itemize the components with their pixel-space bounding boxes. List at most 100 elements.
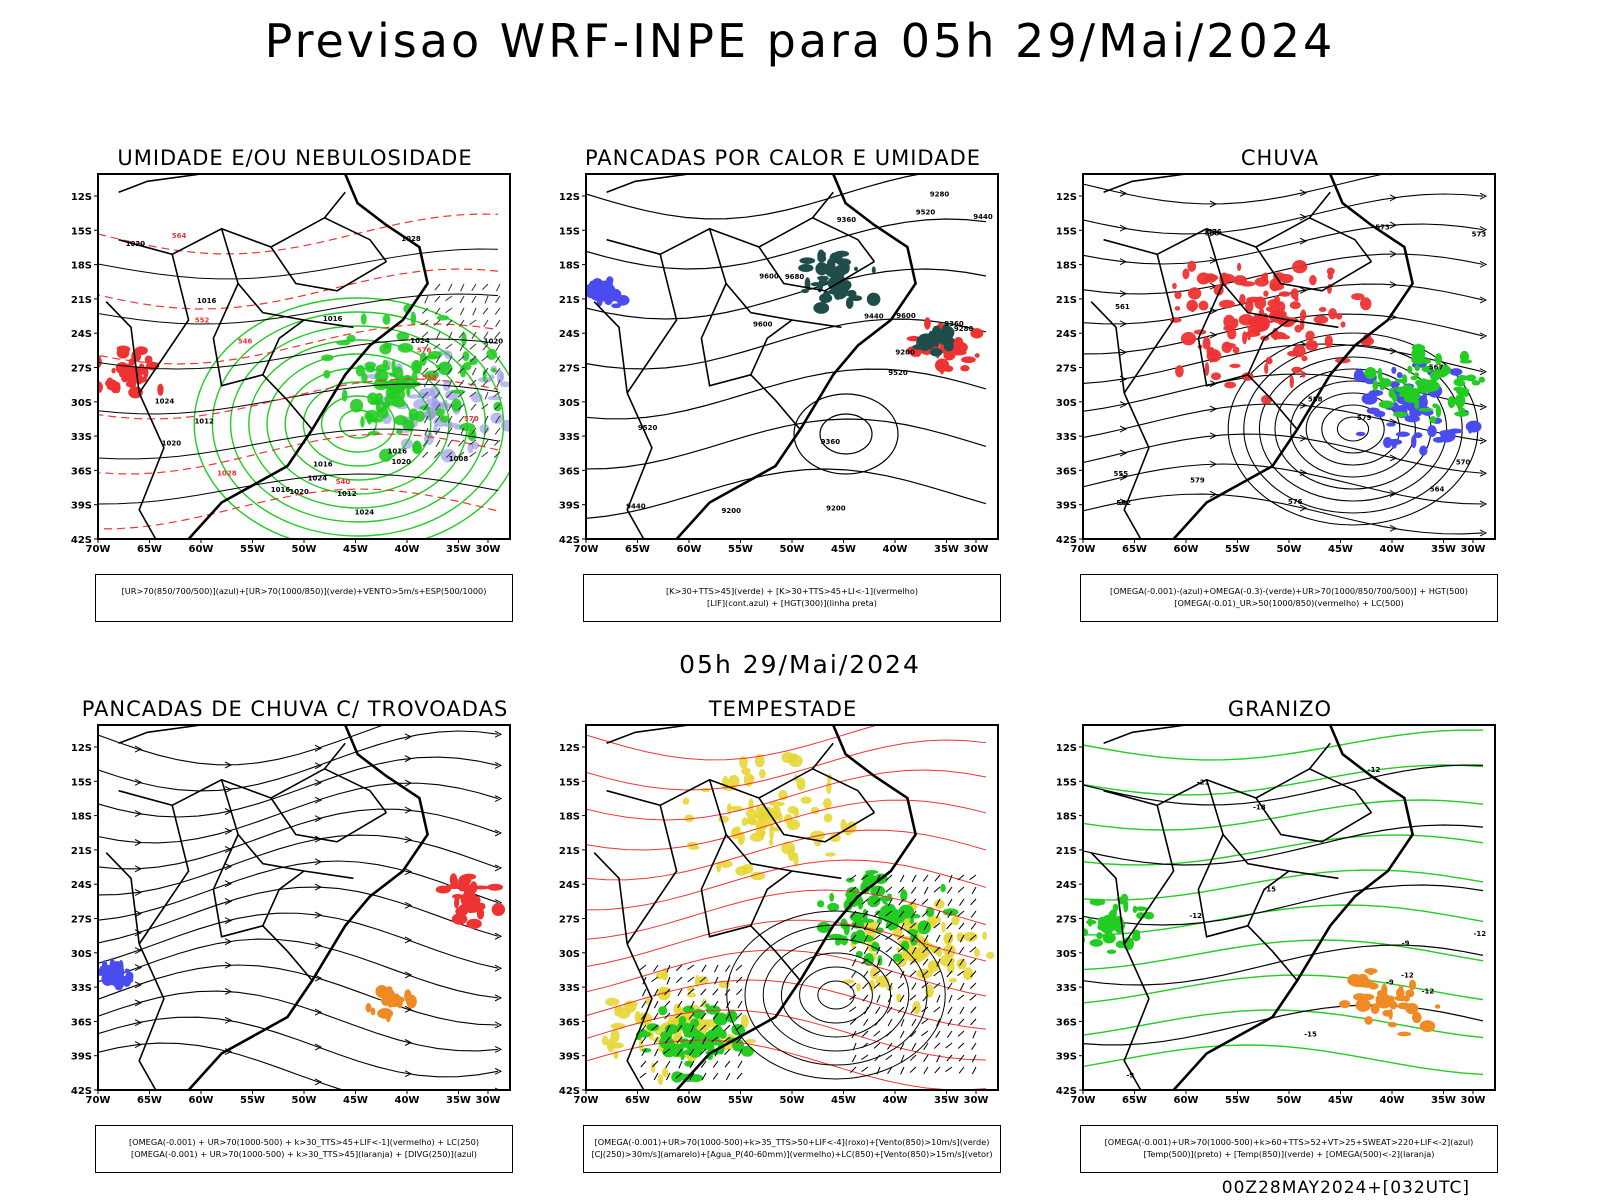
field-patch <box>689 1043 700 1049</box>
wind-vector <box>676 1036 683 1044</box>
wind-vector <box>933 922 941 929</box>
streamline-arrow <box>404 868 413 876</box>
country-border <box>105 852 140 945</box>
panel-title: GRANIZO <box>1227 697 1333 721</box>
contour-line <box>586 919 987 968</box>
legend-line: [OMEGA(-0.001) + UR>70(1000-500) + k>30_… <box>131 1149 477 1159</box>
lat-tick-label: 30S <box>71 949 92 960</box>
field-patch <box>1393 411 1408 418</box>
field-patch <box>381 996 391 1006</box>
wind-vector <box>898 886 905 894</box>
panel-pancadas-calor: PANCADAS POR CALOR E UMIDADE 9680 9600 960… <box>548 146 1018 636</box>
lon-tick-label: 65W <box>137 544 162 555</box>
wind-vector <box>714 976 719 985</box>
field-patch <box>1454 410 1469 417</box>
wind-vector <box>900 1054 905 1063</box>
wind-vector <box>910 898 917 906</box>
wind-vector <box>423 379 429 388</box>
field-patch <box>1392 393 1398 403</box>
contour-label: -12 <box>1422 987 1435 995</box>
wind-vector <box>936 1054 941 1063</box>
field-patch <box>1366 407 1380 415</box>
wind-vector <box>934 1066 941 1074</box>
wind-vector <box>850 1066 857 1074</box>
field-patch <box>754 753 765 768</box>
wind-vector <box>909 1066 917 1073</box>
field-patch <box>1418 407 1434 412</box>
streamline-arrow <box>1389 524 1398 532</box>
wind-vector <box>700 1060 707 1068</box>
legend-line: [K>30+TTS>45](verde) + [K>30+TTS>45+LI<-… <box>665 586 919 596</box>
contour-line <box>1083 463 1484 505</box>
field-patch <box>900 940 910 952</box>
coastline <box>1172 724 1414 1091</box>
field-patch <box>482 369 487 382</box>
lon-tick-label: 30W <box>476 1095 501 1106</box>
field-patch <box>411 371 418 384</box>
wind-vector <box>726 976 731 985</box>
run-timestamp: 00Z28MAY2024+[032UTC] <box>1221 1178 1470 1198</box>
field-patch <box>1245 298 1254 313</box>
wind-vector <box>876 1066 881 1075</box>
field-patch <box>467 429 477 441</box>
field-patch <box>458 904 466 912</box>
streamline-arrow <box>314 1008 323 1016</box>
field-patch <box>1379 377 1386 391</box>
field-patch <box>144 355 153 364</box>
wind-vector <box>851 922 857 930</box>
wind-vector <box>899 970 905 979</box>
lat-tick-label: 18S <box>1056 812 1077 823</box>
field-patch <box>435 408 445 417</box>
streamline-arrow <box>1299 401 1308 409</box>
field-patch <box>466 898 472 904</box>
wind-vector <box>923 922 929 931</box>
wind-vector <box>724 1048 731 1056</box>
field-patch <box>125 381 134 388</box>
streamline-arrow <box>134 839 143 846</box>
lon-tick-label: 60W <box>1174 1095 1199 1106</box>
field-patch <box>461 332 467 346</box>
lon-tick-label: 35W <box>1431 1095 1456 1106</box>
field-patch <box>729 805 744 812</box>
field-patch <box>913 947 930 960</box>
wind-vector <box>434 391 441 399</box>
lon-tick-label: 55W <box>728 544 753 555</box>
field-patch <box>1134 906 1148 911</box>
country-border <box>1123 943 1150 1091</box>
field-patch <box>1143 911 1155 920</box>
streamline-arrow <box>404 1070 413 1078</box>
wind-vector <box>923 1054 929 1062</box>
field-patch <box>1364 366 1377 380</box>
wind-vector <box>447 367 453 375</box>
field-patch <box>845 877 855 883</box>
contour-line <box>302 381 414 467</box>
field-patch <box>472 903 480 910</box>
wind-vector <box>911 934 917 943</box>
wind-vector <box>897 934 905 941</box>
field-patch <box>1300 309 1307 321</box>
contour-line <box>1243 344 1463 514</box>
field-patch <box>1232 318 1239 328</box>
wind-vector <box>873 934 881 941</box>
field-patch <box>382 359 389 368</box>
wind-vector <box>958 946 965 954</box>
country-border <box>593 852 628 945</box>
wind-vector <box>483 427 489 436</box>
lat-tick-label: 27S <box>559 915 580 926</box>
contour-line <box>1083 834 1484 866</box>
field-patch <box>696 1018 709 1029</box>
wind-vector <box>957 994 965 1001</box>
streamline-arrow <box>224 761 233 769</box>
field-patch <box>406 994 417 1009</box>
streamline-arrow <box>1119 425 1128 433</box>
wind-vector <box>735 1024 743 1031</box>
wind-vector <box>959 982 965 991</box>
field-patch <box>818 276 829 281</box>
contour-line <box>1083 433 1484 474</box>
streamline-arrow <box>1479 403 1488 411</box>
contour-line <box>98 782 499 844</box>
streamline-arrow <box>1119 290 1128 298</box>
wind-vector <box>957 970 965 977</box>
